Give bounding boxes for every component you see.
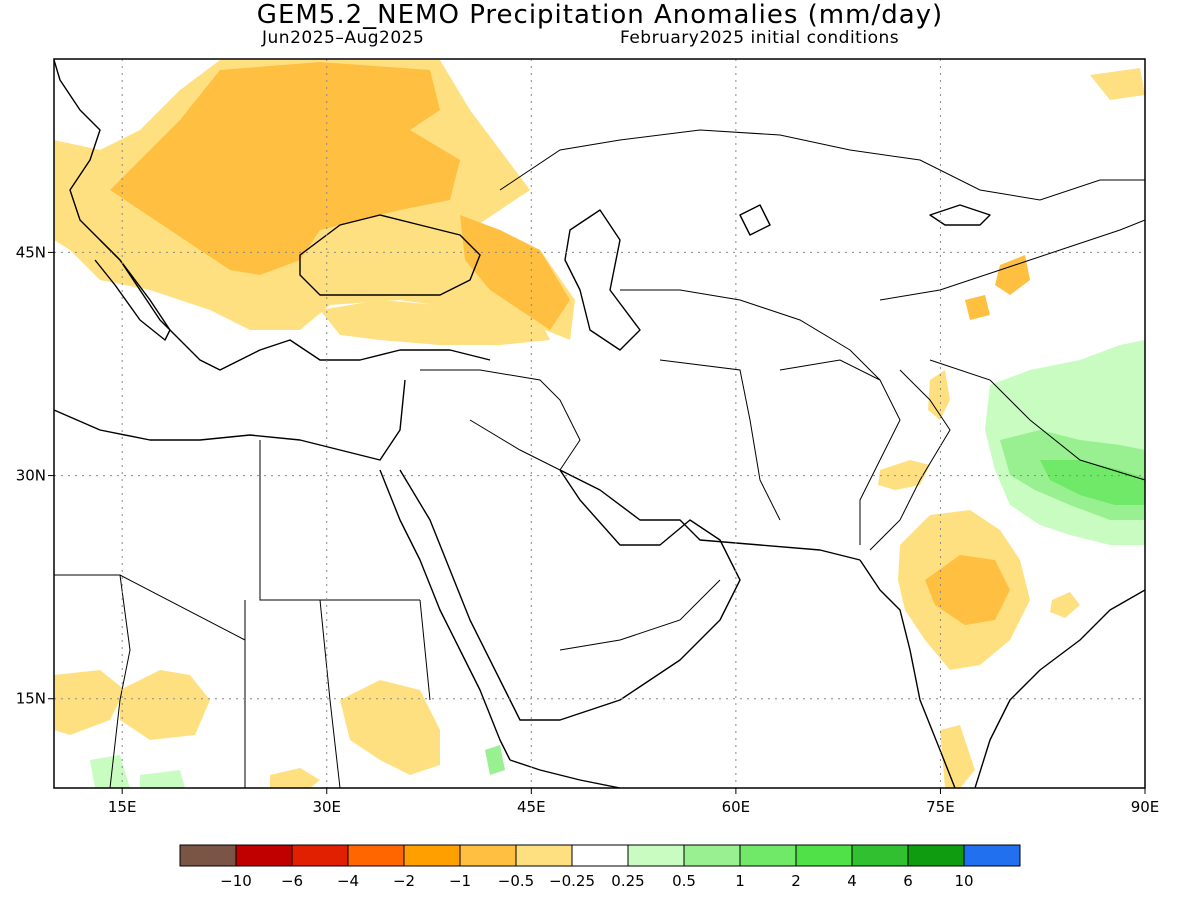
colorbar-label: −1 xyxy=(449,872,471,890)
colorbar-label: −10 xyxy=(220,872,252,890)
dry-anomaly-kashmir xyxy=(928,370,950,420)
colorbar-swatch xyxy=(851,844,909,867)
x-tick-label: 90E xyxy=(1131,798,1160,816)
x-tick-label: 60E xyxy=(722,798,751,816)
india-west-coast xyxy=(859,559,956,788)
border-turkey-syria-iraq xyxy=(420,369,581,471)
wet-anomaly-africa-south xyxy=(140,770,185,788)
x-tick-label: 45E xyxy=(517,798,546,816)
colorbar-swatch xyxy=(459,844,517,867)
colorbar-swatch xyxy=(291,844,349,867)
india-east-coast xyxy=(974,589,1145,788)
border-africa-interior xyxy=(109,574,431,788)
dry-anomaly-sahel-central xyxy=(120,670,210,740)
forecast-period: Jun2025–Aug2025 xyxy=(262,28,425,48)
colorbar-swatch xyxy=(179,844,237,867)
colorbar-swatch xyxy=(907,844,965,867)
colorbar-swatch xyxy=(235,844,293,867)
dry-anomaly-sahel-east xyxy=(340,680,440,775)
initial-conditions: February2025 initial conditions xyxy=(620,28,900,48)
dry-anomaly-caucasus-orange xyxy=(460,215,570,330)
border-iran-afghanistan xyxy=(659,359,781,521)
colorbar-swatch xyxy=(739,844,797,867)
political-borders xyxy=(54,129,1145,788)
arabia-coast xyxy=(399,469,741,721)
colorbar-swatch xyxy=(571,844,629,867)
colorbar-label: −0.25 xyxy=(549,872,595,890)
colorbar-label: 4 xyxy=(847,872,857,890)
red-sea-west-coast xyxy=(379,469,511,761)
y-tick-label: 45N xyxy=(16,243,46,261)
dry-anomaly-sudan-south xyxy=(270,768,320,788)
aral-balkhash-lakes xyxy=(739,204,991,236)
dry-anomaly-india-orange xyxy=(925,555,1010,625)
map-axes: 15E 30E 45E 60E 75E 90E 45N 30N 15N xyxy=(16,243,1160,816)
anomaly-shading xyxy=(54,60,1145,788)
map-plot-area xyxy=(54,59,1145,788)
y-tick-label: 30N xyxy=(16,467,46,485)
dry-anomaly-bangladesh xyxy=(1050,592,1080,618)
colorbar-label: 0.5 xyxy=(672,872,696,890)
dry-anomaly-europe-orange xyxy=(110,62,460,275)
border-india-china xyxy=(929,359,1145,481)
wet-anomaly-himalaya-strong xyxy=(1040,460,1145,505)
africa-north-coast xyxy=(54,379,406,461)
colorbar-swatch xyxy=(347,844,405,867)
x-tick-label: 75E xyxy=(926,798,955,816)
dry-anomaly-indus xyxy=(878,460,930,490)
colorbar-label: 0.25 xyxy=(611,872,644,890)
border-china-mongolia xyxy=(879,219,1145,301)
coastlines xyxy=(54,59,1145,788)
wet-anomaly-africa-southwest xyxy=(90,755,130,788)
border-afghanistan-pakistan xyxy=(779,359,901,545)
colorbar-label: −0.5 xyxy=(498,872,534,890)
border-central-asia xyxy=(620,289,881,381)
x-tick-label: 30E xyxy=(312,798,341,816)
colorbar-label: 2 xyxy=(791,872,801,890)
black-sea-coast xyxy=(299,214,481,296)
border-india-pakistan xyxy=(869,369,951,551)
persian-gulf-coast xyxy=(559,469,861,561)
dry-anomaly-nepal-dot xyxy=(995,255,1030,295)
map-frame xyxy=(53,58,1146,789)
horn-of-africa-coast xyxy=(509,759,621,788)
colorbar-label: −4 xyxy=(337,872,359,890)
colorbar-swatch xyxy=(963,844,1021,867)
dry-anomaly-turkey-light xyxy=(320,300,550,345)
y-tick-label: 15N xyxy=(16,690,46,708)
caspian-sea-coast xyxy=(564,209,641,351)
colorbar-swatch xyxy=(515,844,573,867)
colorbar-label: −6 xyxy=(281,872,303,890)
colorbar-label: 10 xyxy=(954,872,973,890)
map-title: GEM5.2_NEMO Precipitation Anomalies (mm/… xyxy=(256,0,944,30)
europe-coast xyxy=(54,59,491,371)
italy-coast xyxy=(94,239,171,341)
colorbar-label: 6 xyxy=(903,872,913,890)
colorbar-label: −2 xyxy=(393,872,415,890)
dry-anomaly-sahel-west xyxy=(54,670,125,735)
colorbar-swatch xyxy=(795,844,853,867)
x-tick-label: 15E xyxy=(108,798,137,816)
graticule xyxy=(54,59,1145,788)
dry-anomaly-tibet-dot xyxy=(965,295,990,320)
colorbar-swatch xyxy=(403,844,461,867)
dry-anomaly-northeast-corner xyxy=(1090,68,1145,100)
colorbar-swatch xyxy=(683,844,741,867)
colorbar-label: 1 xyxy=(735,872,745,890)
border-russia-kazakhstan xyxy=(499,129,1145,201)
colorbar-swatch xyxy=(627,844,685,867)
border-saudi-yemen-oman xyxy=(559,579,721,651)
wet-anomaly-ethiopia xyxy=(485,745,505,775)
dry-anomaly-south-india xyxy=(940,725,975,788)
colorbar: −10 −6 −4 −2 −1 −0.5 −0.25 0.25 0.5 1 2 4 6 10 xyxy=(179,844,1021,890)
